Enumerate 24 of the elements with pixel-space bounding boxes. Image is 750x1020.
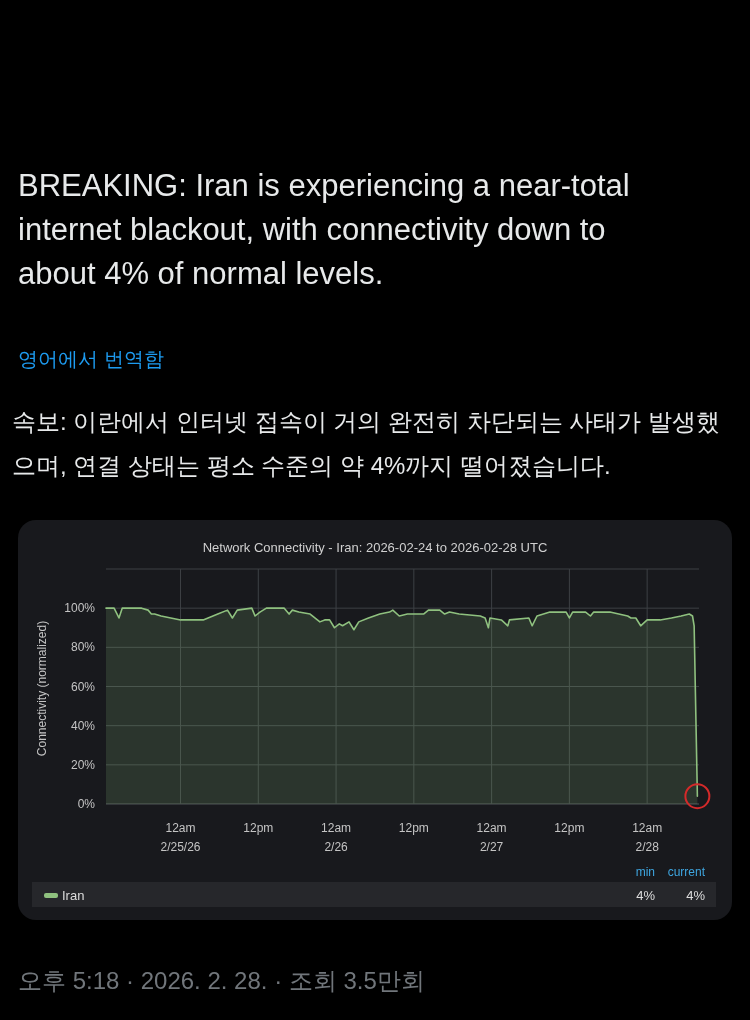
x-tick-label: 12pm	[398, 821, 429, 835]
x-tick-label: 12am 2/27	[476, 821, 507, 854]
text: 4%	[686, 888, 706, 903]
chart-title: Network Connectivity - Iran: 2026-02-24 to 2026-02-28 UTC	[202, 540, 548, 555]
text: 영어에서 번역함	[18, 347, 164, 371]
x-tick-label: 12pm	[554, 821, 585, 835]
y-tick-label: 80%	[70, 640, 96, 655]
text: 4%	[636, 888, 656, 903]
x-tick-label: 12am 2/28	[632, 821, 663, 854]
x-tick-label: 12pm	[243, 821, 274, 835]
legend-label: Iran	[62, 888, 85, 903]
y-tick-label: 40%	[70, 718, 96, 733]
y-tick-label: 20%	[70, 757, 96, 772]
y-tick-label: 100%	[64, 601, 96, 616]
text: BREAKING: Iran is experiencing a near-total internet blackout, with connectivity down to about 4% of normal levels.	[18, 167, 631, 293]
text: current	[667, 865, 706, 879]
text: 속보: 이란에서 인터넷 접속이 거의 완전히 차단되는 사태가 발생했으며, 연결 상태는 평소 수준의 약 4%까지 떨어졌습니다.	[12, 407, 721, 481]
y-axis-title: Connectivity (normalized)	[35, 620, 49, 757]
text: 오후 5:18 · 2026. 2. 28. · 조회 3.5만회	[18, 966, 425, 996]
x-tick-label: 12am 2/26	[321, 821, 352, 854]
y-tick-label: 0%	[77, 797, 96, 811]
y-tick-label: 60%	[70, 679, 96, 694]
text: min	[635, 865, 655, 879]
x-tick-label: 12am 2/25/26	[160, 821, 201, 854]
